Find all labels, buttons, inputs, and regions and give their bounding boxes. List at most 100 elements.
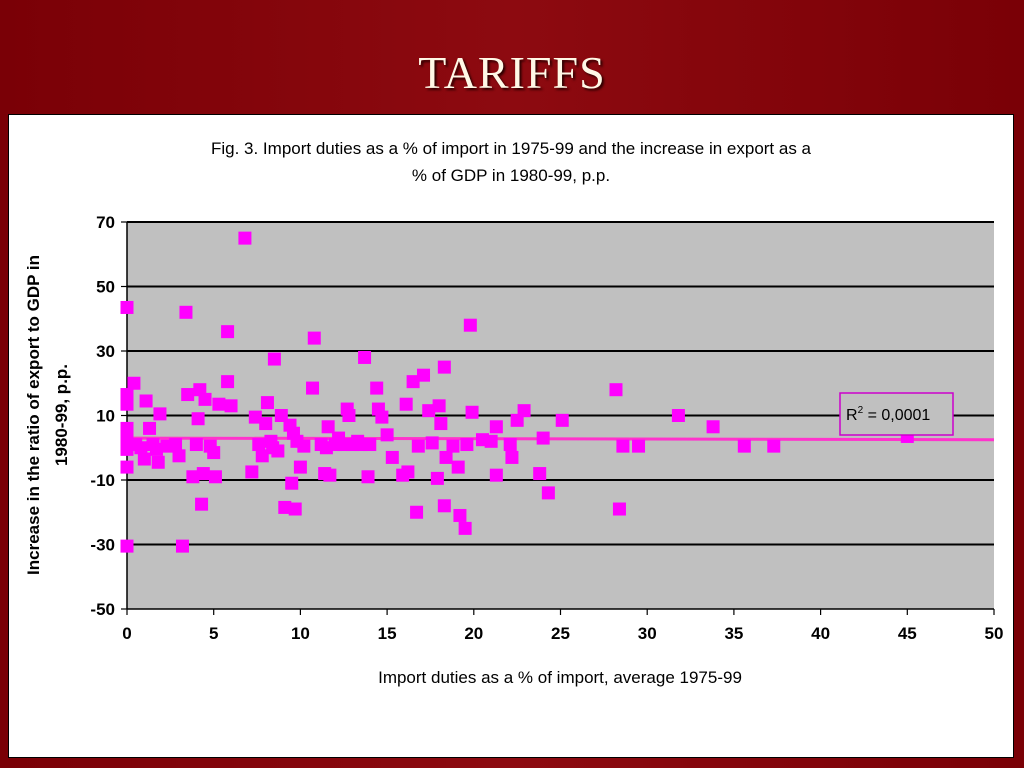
data-point — [120, 300, 134, 314]
data-point — [609, 383, 623, 397]
y-axis-label-line-1: Increase in the ratio of export to GDP i… — [24, 255, 43, 575]
data-point — [406, 375, 420, 389]
data-point — [306, 381, 320, 395]
r-squared-annotation: R2 = 0,0001 — [839, 392, 954, 436]
data-point — [375, 410, 389, 424]
data-point — [208, 470, 222, 484]
data-point — [321, 420, 335, 434]
data-point — [432, 399, 446, 413]
data-point — [248, 410, 262, 424]
data-point — [451, 460, 465, 474]
slide-title: TARIFFS — [418, 47, 606, 98]
data-point — [517, 404, 531, 418]
y-axis-label-line-2: 1980-99, p.p. — [52, 364, 71, 466]
data-point — [189, 438, 203, 452]
data-point — [458, 521, 472, 535]
chart-title-line-1: Fig. 3. Import duties as a % of import i… — [211, 139, 812, 158]
data-point — [410, 505, 424, 519]
data-point — [505, 450, 519, 464]
x-tick-label: 45 — [898, 624, 917, 643]
data-point — [453, 508, 467, 522]
data-point — [278, 500, 292, 514]
data-point — [632, 439, 646, 453]
data-point — [238, 231, 252, 245]
x-axis-label: Import duties as a % of import, average … — [378, 668, 742, 687]
data-point — [401, 465, 415, 479]
data-point — [616, 439, 630, 453]
data-point — [430, 471, 444, 485]
data-point — [411, 439, 425, 453]
x-tick-label: 25 — [551, 624, 570, 643]
data-point — [555, 413, 569, 427]
data-point — [484, 434, 498, 448]
data-point — [533, 467, 547, 481]
x-tick-label: 30 — [638, 624, 657, 643]
data-point — [536, 431, 550, 445]
data-point — [172, 449, 186, 463]
data-point — [134, 441, 148, 455]
data-point — [181, 388, 195, 402]
data-point — [446, 439, 460, 453]
data-point — [179, 305, 193, 319]
data-point — [417, 368, 431, 382]
data-point — [489, 468, 503, 482]
data-point — [363, 438, 377, 452]
tick-labels: 0 5 10 15 20 25 30 35 40 45 50 70 50 30 10 -10 -30 -50 — [90, 213, 1003, 643]
data-point — [127, 376, 141, 390]
data-point — [143, 421, 157, 435]
data-point — [358, 350, 372, 364]
x-tick-label: 15 — [378, 624, 397, 643]
data-point — [186, 470, 200, 484]
data-point — [169, 438, 183, 452]
data-point — [252, 438, 266, 452]
x-tick-label: 50 — [985, 624, 1004, 643]
y-tick-label: 50 — [96, 278, 115, 297]
data-point — [380, 428, 394, 442]
data-point — [207, 446, 221, 460]
x-tick-label: 40 — [811, 624, 830, 643]
annotation-value: = 0,0001 — [863, 407, 930, 424]
data-point — [149, 442, 163, 456]
data-point — [271, 444, 285, 458]
data-point — [439, 450, 453, 464]
data-point — [399, 397, 413, 411]
data-point — [437, 499, 451, 513]
data-point — [293, 460, 307, 474]
data-point — [139, 394, 153, 408]
annotation-sup: 2 — [858, 405, 864, 416]
data-point — [460, 438, 474, 452]
data-point — [612, 502, 626, 516]
data-point — [255, 449, 269, 463]
y-tick-label: 30 — [96, 342, 115, 361]
data-point — [767, 439, 781, 453]
chart-title-line-2: % of GDP in 1980-99, p.p. — [412, 166, 610, 185]
data-point — [212, 397, 226, 411]
data-point — [342, 409, 356, 422]
data-point — [370, 381, 384, 395]
data-point — [671, 409, 685, 422]
scatter-chart: Fig. 3. Import duties as a % of import i… — [24, 139, 1003, 687]
y-tick-label: 70 — [96, 213, 115, 232]
annotation-r: R — [846, 407, 858, 424]
data-point — [307, 331, 321, 345]
data-point — [385, 450, 399, 464]
data-point — [224, 399, 238, 413]
data-point — [434, 417, 448, 431]
data-point — [120, 460, 134, 474]
data-point — [361, 470, 375, 484]
x-tick-label: 10 — [291, 624, 310, 643]
x-tick-label: 5 — [209, 624, 218, 643]
data-point — [422, 404, 436, 418]
data-points — [120, 231, 914, 553]
y-tick-label: -50 — [90, 600, 115, 619]
data-point — [120, 539, 134, 553]
data-point — [437, 360, 451, 374]
data-point — [297, 439, 311, 453]
data-point — [221, 375, 235, 389]
data-point — [191, 412, 205, 426]
data-point — [288, 502, 302, 516]
data-point — [196, 467, 210, 481]
data-point — [259, 417, 273, 431]
data-point — [463, 318, 477, 332]
x-tick-label: 20 — [464, 624, 483, 643]
